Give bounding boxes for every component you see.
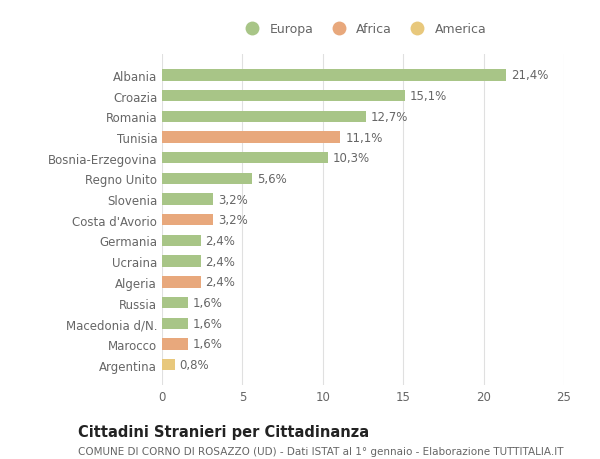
Legend: Europa, Africa, America: Europa, Africa, America (235, 18, 491, 41)
Bar (162, 359, 175, 370)
Bar (162, 277, 200, 288)
Text: 21,4%: 21,4% (511, 69, 548, 82)
Text: 1,6%: 1,6% (193, 297, 223, 309)
Bar (162, 194, 214, 205)
Text: 11,1%: 11,1% (346, 131, 383, 144)
Text: 10,3%: 10,3% (332, 152, 370, 165)
Bar (162, 318, 188, 329)
Text: 2,4%: 2,4% (205, 235, 235, 247)
Text: 2,4%: 2,4% (205, 255, 235, 268)
Bar (162, 297, 188, 308)
Bar (162, 91, 405, 102)
Bar (162, 70, 506, 81)
Text: 15,1%: 15,1% (410, 90, 447, 103)
Text: 5,6%: 5,6% (257, 173, 287, 185)
Bar (162, 256, 200, 267)
Bar (162, 339, 188, 350)
Text: 1,6%: 1,6% (193, 317, 223, 330)
Text: 2,4%: 2,4% (205, 276, 235, 289)
Bar (162, 174, 252, 185)
Text: Cittadini Stranieri per Cittadinanza: Cittadini Stranieri per Cittadinanza (78, 425, 369, 440)
Bar (162, 112, 366, 123)
Bar (162, 153, 328, 164)
Text: COMUNE DI CORNO DI ROSAZZO (UD) - Dati ISTAT al 1° gennaio - Elaborazione TUTTIT: COMUNE DI CORNO DI ROSAZZO (UD) - Dati I… (78, 446, 563, 456)
Text: 12,7%: 12,7% (371, 111, 409, 123)
Bar (162, 215, 214, 226)
Text: 3,2%: 3,2% (218, 193, 248, 206)
Bar (162, 235, 200, 246)
Text: 3,2%: 3,2% (218, 214, 248, 227)
Bar (162, 132, 340, 143)
Text: 1,6%: 1,6% (193, 338, 223, 351)
Text: 0,8%: 0,8% (179, 358, 209, 371)
